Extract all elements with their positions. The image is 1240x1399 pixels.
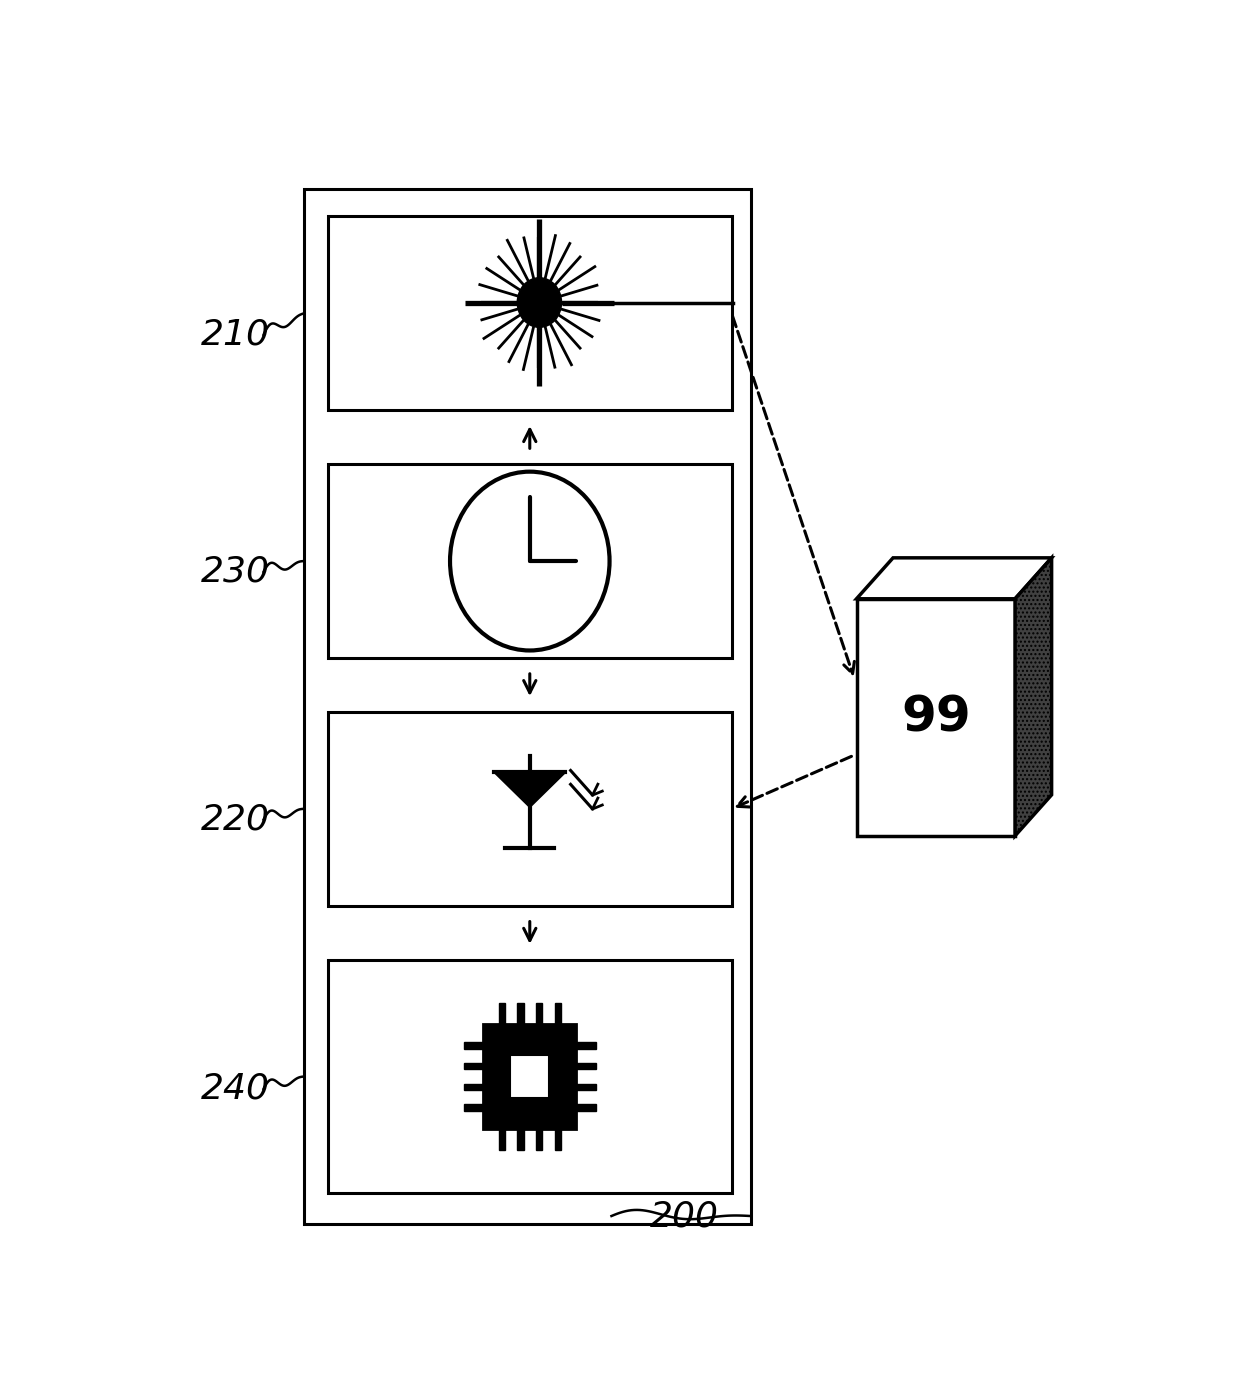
Bar	[536, 1129, 542, 1150]
Bar	[554, 1003, 560, 1024]
Bar	[498, 1129, 505, 1150]
Bar	[577, 1084, 595, 1090]
Bar	[327, 217, 732, 410]
Text: 210: 210	[201, 318, 270, 353]
Bar	[577, 1042, 595, 1049]
Bar	[327, 464, 732, 658]
Circle shape	[517, 278, 562, 327]
Bar	[498, 1003, 505, 1024]
Bar	[327, 960, 732, 1193]
Text: 99: 99	[901, 694, 971, 741]
Text: 230: 230	[201, 555, 270, 589]
Polygon shape	[1016, 558, 1052, 835]
Bar	[577, 1063, 595, 1069]
Bar	[517, 1129, 523, 1150]
Bar	[577, 1104, 595, 1111]
Polygon shape	[857, 558, 1052, 599]
Bar	[464, 1104, 484, 1111]
Bar	[517, 1003, 523, 1024]
Bar	[464, 1084, 484, 1090]
Bar	[304, 189, 750, 1224]
Bar	[327, 712, 732, 905]
Bar	[857, 599, 1016, 835]
Bar	[536, 1003, 542, 1024]
Polygon shape	[495, 772, 565, 807]
Text: 240: 240	[201, 1072, 270, 1107]
Text: 220: 220	[201, 803, 270, 837]
Circle shape	[537, 1060, 544, 1069]
Bar	[464, 1042, 484, 1049]
Bar	[511, 1055, 549, 1098]
Bar	[464, 1063, 484, 1069]
Bar	[484, 1024, 577, 1129]
Bar	[554, 1129, 560, 1150]
Text: 200: 200	[650, 1199, 719, 1233]
